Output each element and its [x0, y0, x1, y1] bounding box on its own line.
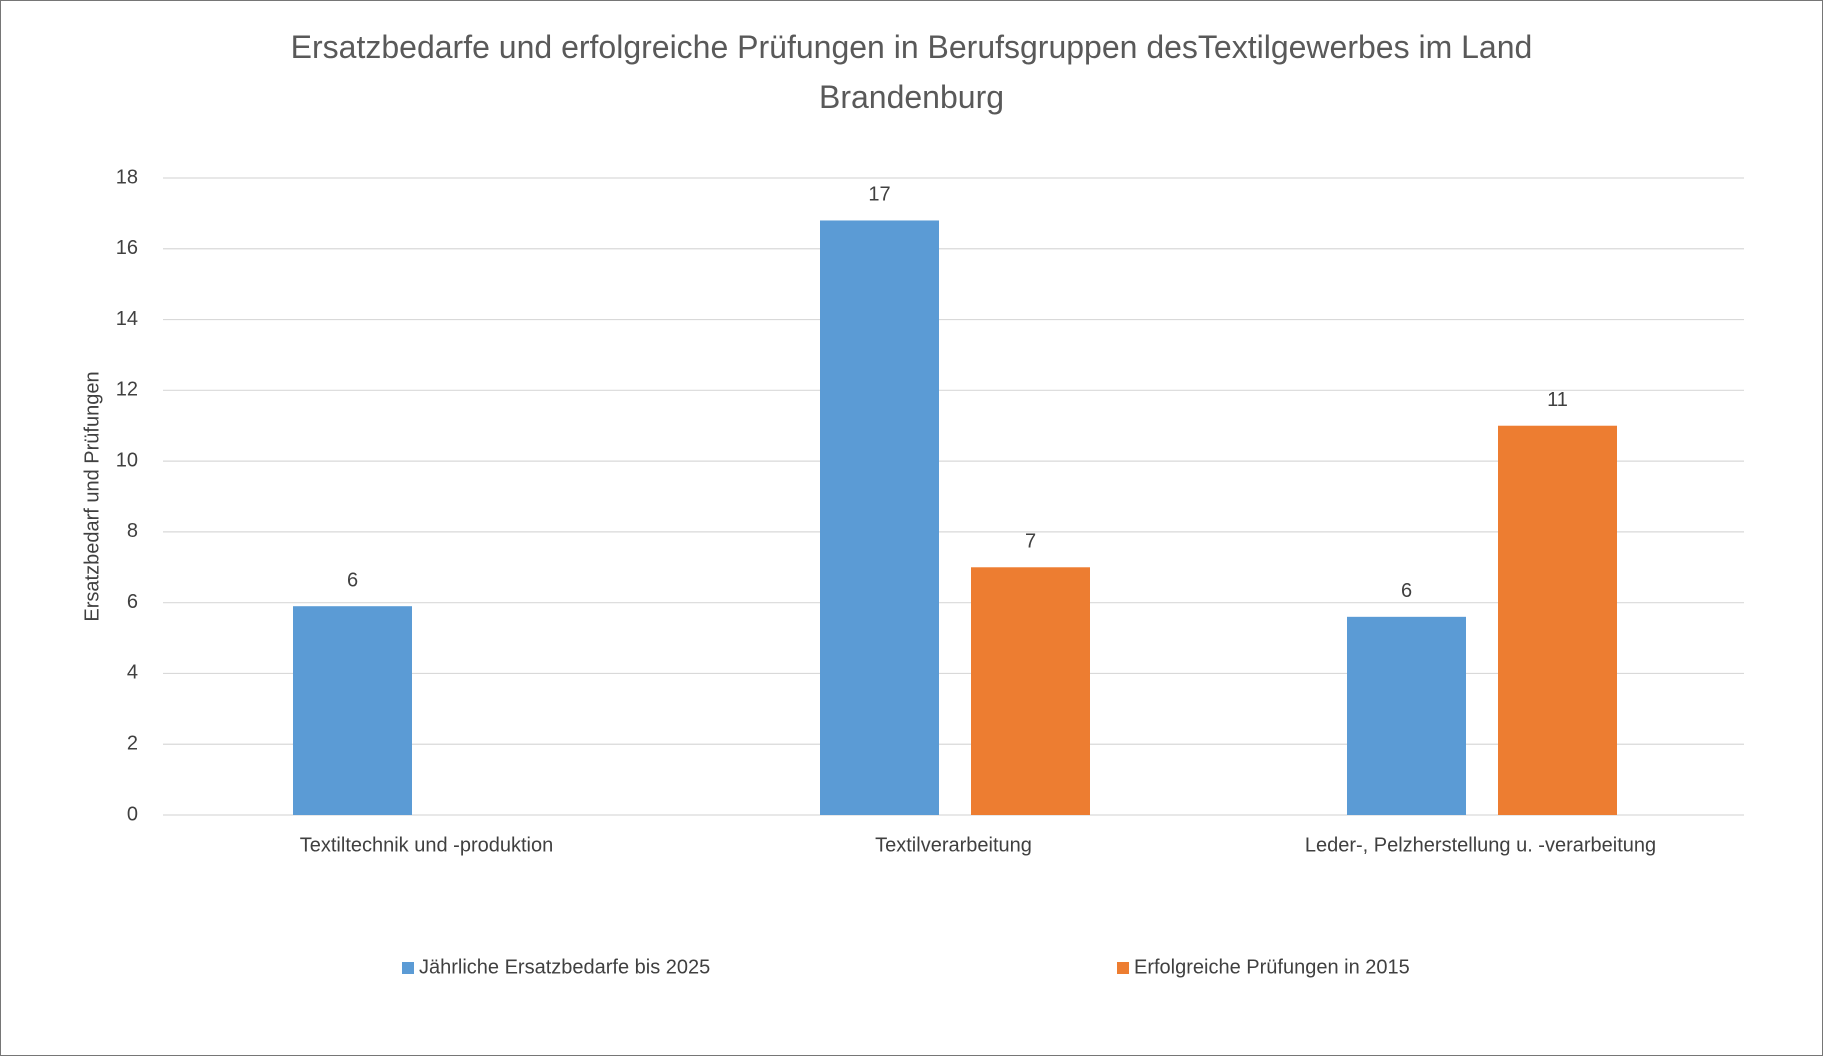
y-tick-label: 6: [127, 591, 138, 613]
bar: [971, 567, 1090, 815]
y-axis-label: Ersatzbedarf und Prüfungen: [81, 371, 103, 621]
chart-title: Ersatzbedarfe und erfolgreiche Prüfungen…: [290, 29, 1533, 115]
legend-label: Jährliche Ersatzbedarfe bis 2025: [419, 956, 710, 978]
y-tick-label: 16: [116, 237, 138, 259]
data-label: 7: [1025, 531, 1036, 553]
y-tick-label: 0: [127, 803, 138, 825]
data-label: 6: [347, 569, 358, 591]
y-tick-label: 14: [116, 308, 138, 330]
bar: [820, 220, 939, 815]
y-tick-label: 12: [116, 379, 138, 401]
legend-swatch: [402, 962, 414, 974]
bar: [1498, 425, 1617, 815]
y-tick-label: 8: [127, 520, 138, 542]
data-label: 11: [1547, 389, 1568, 411]
bar: [293, 606, 412, 815]
y-tick-label: 10: [116, 449, 138, 471]
data-label: 6: [1401, 580, 1412, 602]
x-tick-label: Textilverarbeitung: [875, 834, 1032, 856]
bar: [1347, 616, 1466, 815]
y-tick-label: 18: [116, 166, 138, 188]
legend-label: Erfolgreiche Prüfungen in 2015: [1134, 956, 1410, 978]
y-tick-label: 2: [127, 733, 138, 755]
data-label: 17: [868, 184, 890, 206]
x-tick-label: Textiltechnik und -produktion: [300, 834, 553, 856]
y-tick-label: 4: [127, 662, 138, 684]
x-tick-label: Leder-, Pelzherstellung u. -verarbeitung: [1305, 834, 1656, 856]
legend-swatch: [1117, 962, 1129, 974]
